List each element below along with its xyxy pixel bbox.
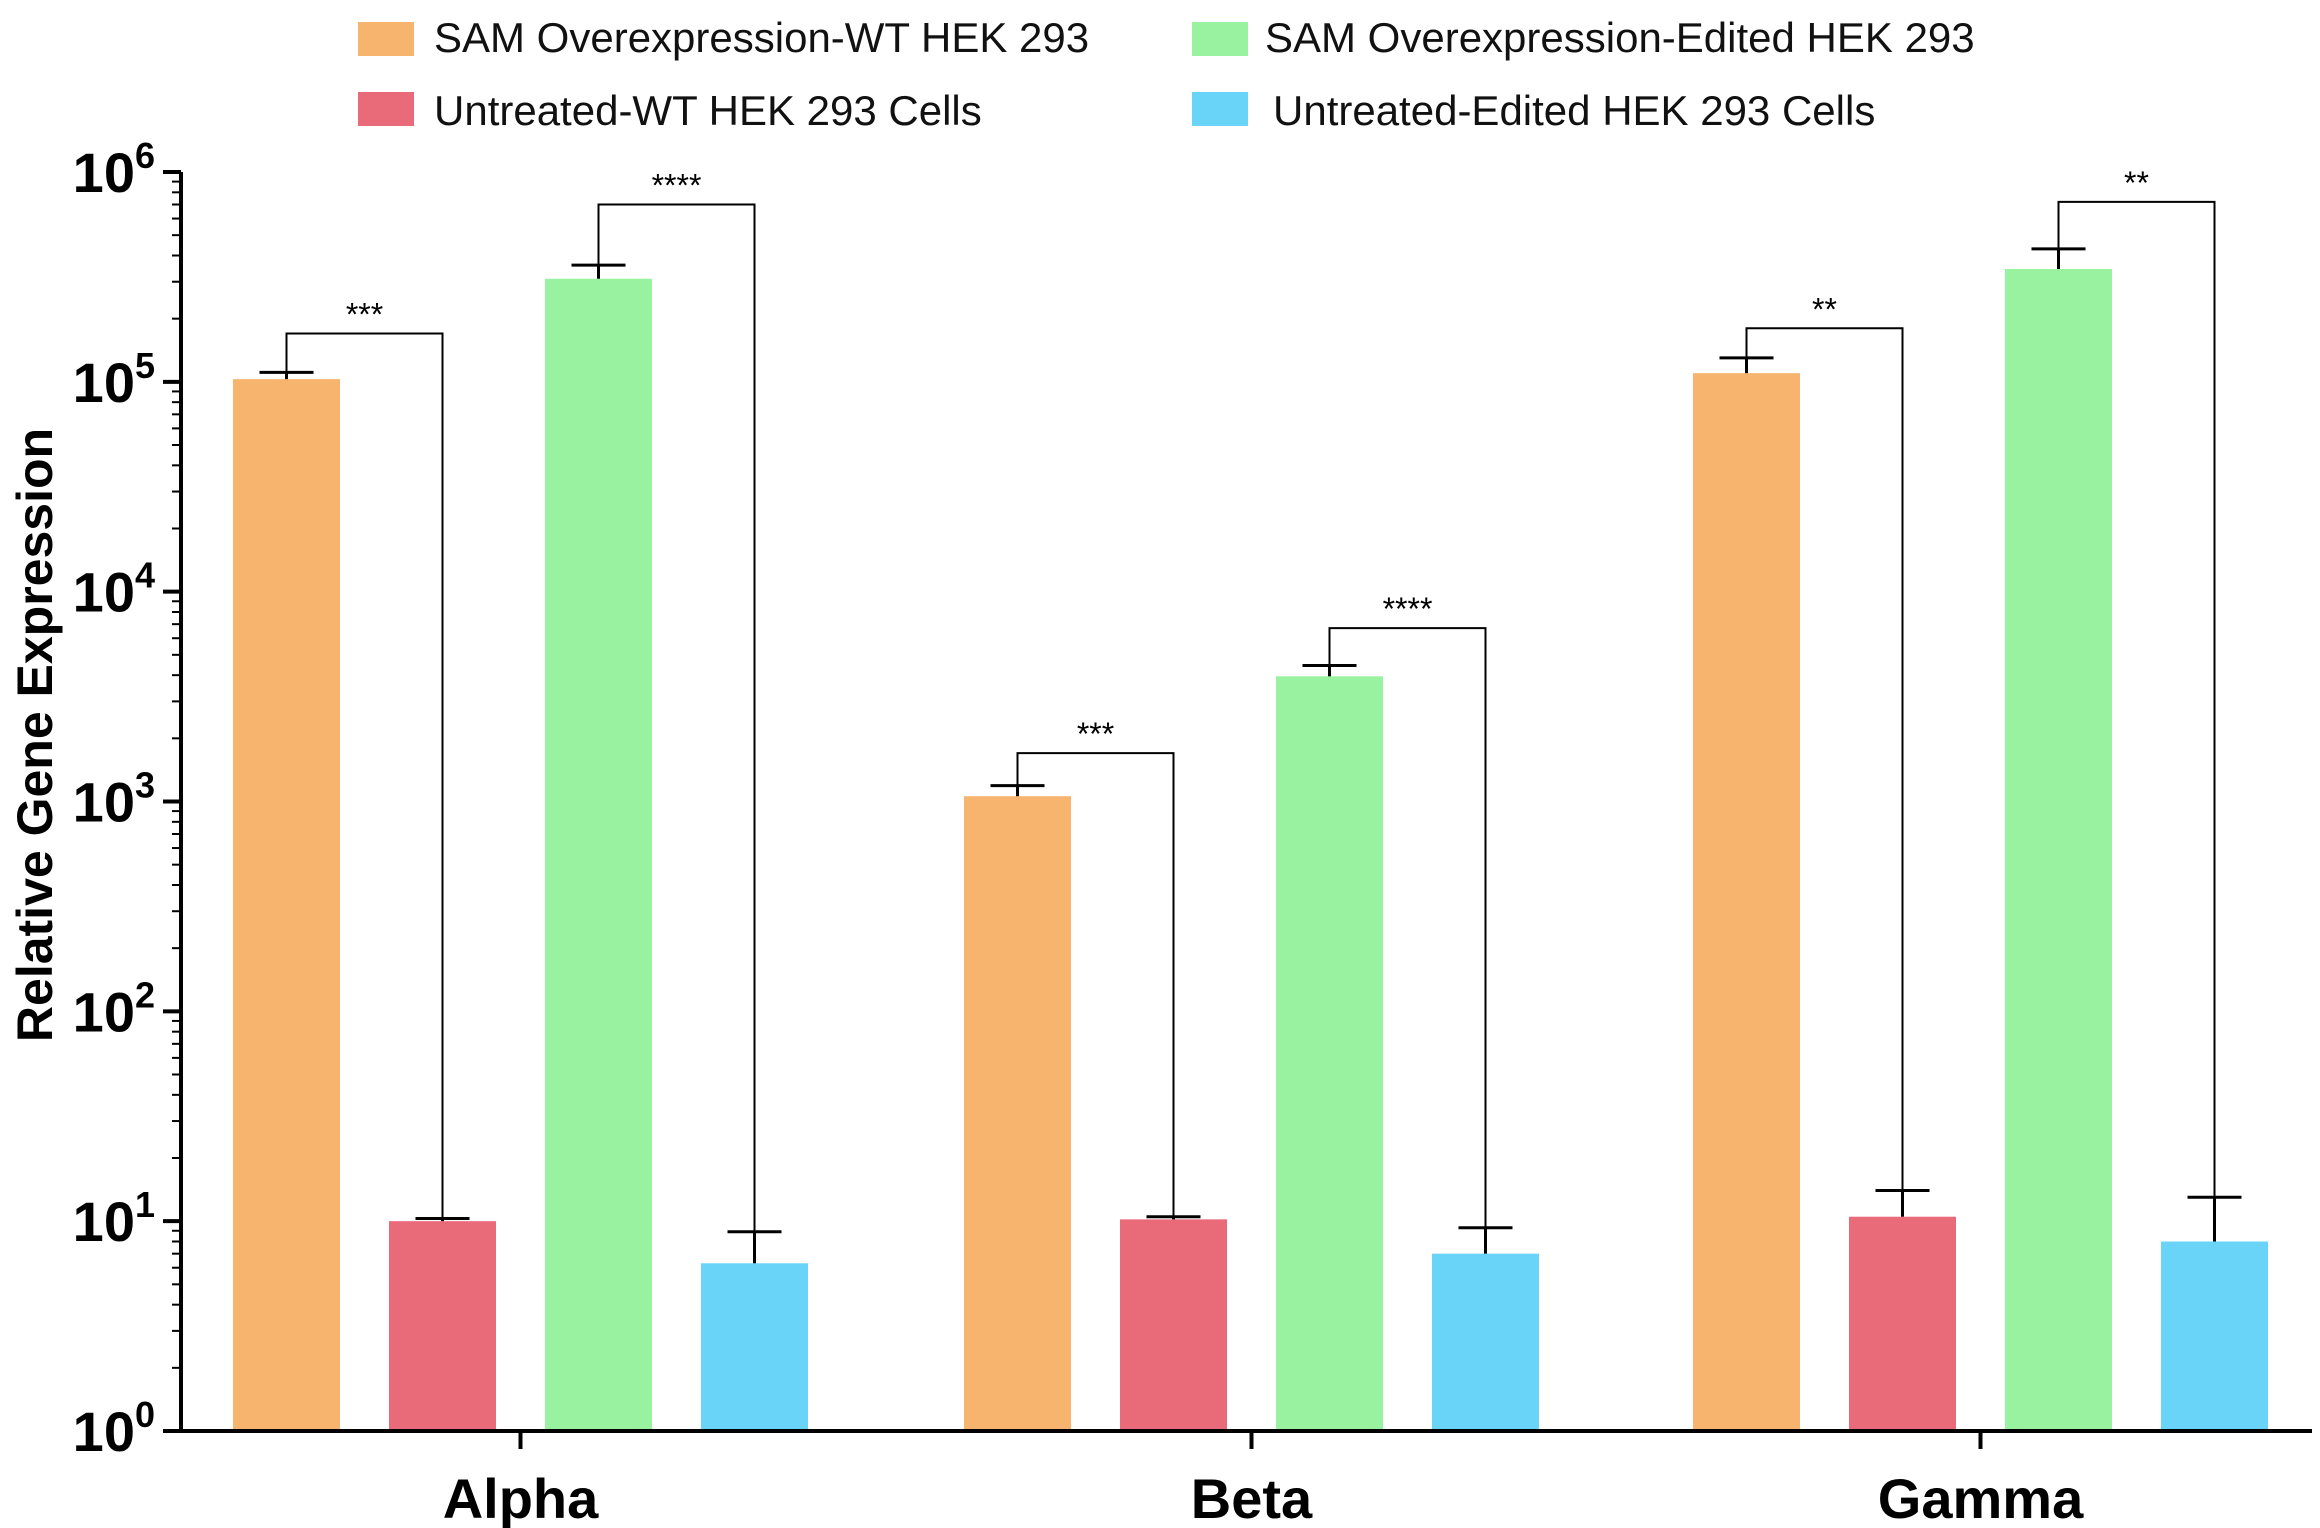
y-tick-label: 103 [73,765,155,834]
y-tick-label: 102 [73,974,155,1043]
significance-bracket [2057,200,2216,1198]
significance-bracket [1328,627,1487,1228]
bar [1693,373,1800,1432]
significance-label: **** [1383,591,1433,627]
x-category-label: Gamma [1878,1467,2084,1528]
bar [1120,1219,1227,1431]
bar [1849,1216,1956,1431]
legend-label: Untreated-WT HEK 293 Cells [434,87,982,134]
legend-swatch [358,92,414,126]
bar [1276,676,1383,1431]
bar [2161,1241,2268,1431]
legend-swatch [358,22,414,56]
bar [1432,1253,1539,1431]
legend-label: SAM Overexpression-WT HEK 293 [434,14,1089,61]
bar [2005,268,2112,1431]
significance-label: *** [1077,716,1114,752]
bar [701,1263,808,1431]
y-tick-label: 100 [73,1394,155,1463]
bar [233,379,340,1431]
plot-area: ******************100101102103104105106A… [73,135,2312,1528]
bar [545,278,652,1432]
legend-swatch [1192,22,1248,56]
significance-label: ** [2124,165,2149,201]
y-tick-label: 104 [73,555,155,624]
x-category-label: Beta [1191,1467,1313,1528]
legend-label: Untreated-Edited HEK 293 Cells [1273,87,1875,134]
bar [389,1221,496,1431]
significance-label: **** [652,168,702,204]
legend-label: SAM Overexpression-Edited HEK 293 [1265,14,1975,61]
significance-bracket [1016,752,1175,1217]
significance-label: ** [1812,291,1837,327]
y-tick-label: 106 [73,135,155,204]
significance-bracket [285,332,444,1219]
legend-swatch [1192,92,1248,126]
significance-bracket [597,203,756,1232]
legend: SAM Overexpression-WT HEK 293 Untreated-W… [358,14,1975,134]
x-category-label: Alpha [443,1467,599,1528]
bar [964,796,1071,1431]
y-axis-title: Relative Gene Expression [7,428,63,1042]
significance-bracket [1745,327,1904,1191]
y-tick-label: 101 [73,1184,155,1253]
y-tick-label: 105 [73,345,155,414]
significance-label: *** [346,296,383,332]
